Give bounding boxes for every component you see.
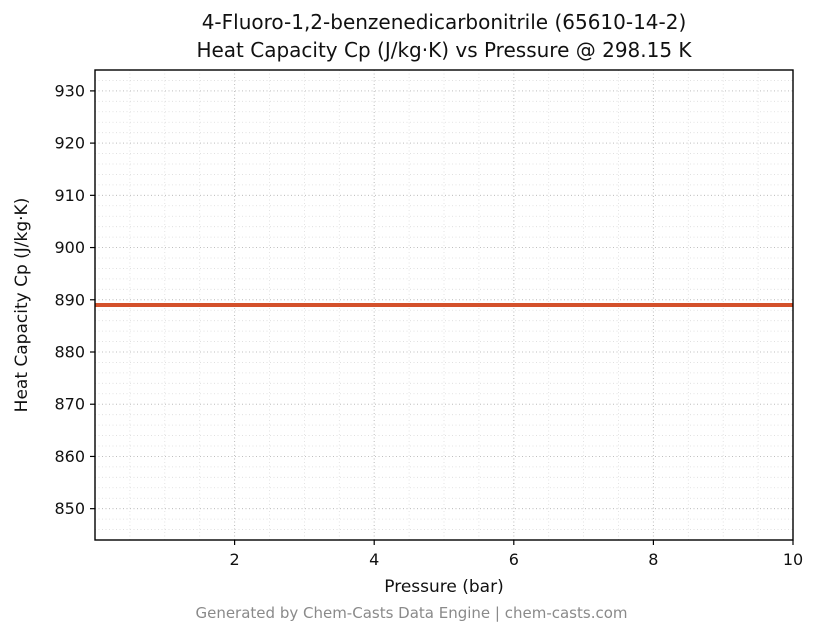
x-tick-label: 10 [783, 550, 803, 569]
y-tick-label: 880 [54, 343, 85, 362]
x-tick-label: 4 [369, 550, 379, 569]
y-tick-label: 900 [54, 238, 85, 257]
x-tick-label: 8 [648, 550, 658, 569]
x-axis-label: Pressure (bar) [384, 577, 504, 597]
y-tick-label: 860 [54, 447, 85, 466]
y-axis-label: Heat Capacity Cp (J/kg·K) [12, 197, 32, 413]
x-tick-label: 2 [230, 550, 240, 569]
y-tick-label: 930 [54, 81, 85, 100]
y-tick-label: 870 [54, 395, 85, 414]
y-tick-label: 890 [54, 290, 85, 309]
chart-title-line2: Heat Capacity Cp (J/kg·K) vs Pressure @ … [196, 38, 692, 62]
chart-title: 4-Fluoro-1,2-benzenedicarbonitrile (6561… [95, 8, 793, 64]
x-tick-label: 6 [509, 550, 519, 569]
chart-title-line1: 4-Fluoro-1,2-benzenedicarbonitrile (6561… [201, 10, 687, 34]
y-tick-label: 910 [54, 186, 85, 205]
plot-frame [94, 69, 794, 541]
y-tick-label: 850 [54, 499, 85, 518]
y-tick-label: 920 [54, 134, 85, 153]
footer-credit: Generated by Chem-Casts Data Engine | ch… [195, 604, 628, 622]
